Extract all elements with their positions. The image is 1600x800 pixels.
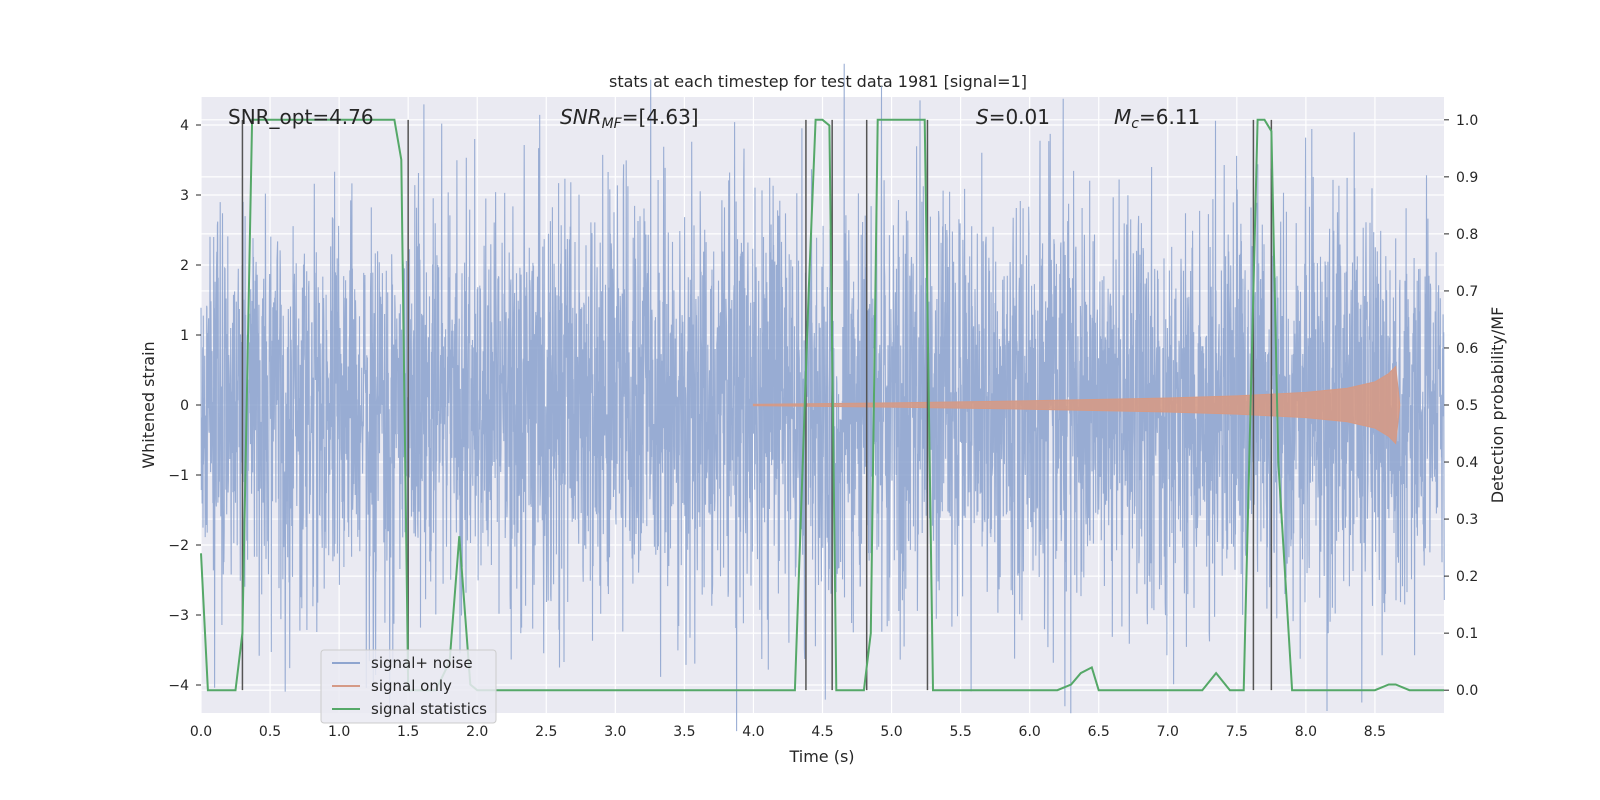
chart-title: stats at each timestep for test data 198… <box>609 72 1027 91</box>
y-left-tick-label: 3 <box>180 188 189 204</box>
y-right-tick-label: 0.6 <box>1456 341 1478 357</box>
x-tick-label: 2.0 <box>466 724 488 740</box>
x-tick-label: 3.5 <box>673 724 695 740</box>
y-right-tick-label: 0.9 <box>1456 170 1478 186</box>
y-right-tick-label: 0.3 <box>1456 512 1478 528</box>
x-tick-label: 8.0 <box>1295 724 1317 740</box>
signal-statistics-series <box>200 118 1444 692</box>
legend-box <box>320 649 497 724</box>
y-right-axis-ticks: 0.0 0.1 0.2 0.3 0.4 0.5 0.6 0.7 0.8 0.9 1.0 <box>1444 113 1478 699</box>
x-axis-label: Time (s) <box>788 747 854 766</box>
y-left-tick-label: −4 <box>168 678 189 694</box>
legend-label-signal-only: signal only <box>371 677 452 695</box>
y-right-tick-label: 0.5 <box>1456 398 1478 414</box>
x-tick-label: 3.0 <box>604 724 626 740</box>
legend-label-signal-statistics: signal statistics <box>371 700 487 718</box>
x-tick-label: 0.5 <box>259 724 281 740</box>
snr-mf-value: =[4.63] <box>622 105 699 129</box>
x-tick-label: 6.0 <box>1019 724 1041 740</box>
x-tick-label: 6.5 <box>1088 724 1110 740</box>
mc-sub: c <box>1131 116 1139 132</box>
y-left-tick-label: 2 <box>180 258 189 274</box>
s-value: =0.01 <box>989 105 1050 129</box>
y-right-tick-label: 0.8 <box>1456 227 1478 243</box>
legend: signal+ noise signal only signal statist… <box>320 649 497 724</box>
y-right-tick-label: 0.0 <box>1456 683 1478 699</box>
x-axis-ticks: 0.0 0.5 1.0 1.5 2.0 2.5 3.0 3.5 4.0 4.5 5.0 5.5 6.0 6… <box>190 724 1386 740</box>
y-left-tick-label: 0 <box>180 398 189 414</box>
annotation-s: S=0.01 <box>976 105 1050 129</box>
y-right-tick-label: 1.0 <box>1456 113 1478 129</box>
y-right-tick-label: 0.7 <box>1456 284 1478 300</box>
y-left-tick-label: −1 <box>168 468 189 484</box>
y-right-tick-label: 0.2 <box>1456 569 1478 585</box>
x-tick-label: 4.5 <box>811 724 833 740</box>
mc-base: M <box>1114 105 1131 129</box>
s-symbol: S <box>976 105 989 129</box>
y-right-tick-label: 0.4 <box>1456 455 1478 471</box>
x-tick-label: 2.5 <box>535 724 557 740</box>
x-tick-label: 8.5 <box>1364 724 1386 740</box>
x-tick-label: 1.5 <box>397 724 419 740</box>
snr-mf-base: SNR <box>560 105 602 129</box>
signal-only-envelope <box>752 365 1401 445</box>
y-left-tick-label: −3 <box>168 608 189 624</box>
x-tick-label: 7.0 <box>1157 724 1179 740</box>
x-tick-label: 4.0 <box>742 724 764 740</box>
x-tick-label: 5.5 <box>949 724 971 740</box>
x-tick-label: 5.0 <box>880 724 902 740</box>
y-right-tick-label: 0.1 <box>1456 626 1478 642</box>
mc-value: =6.11 <box>1139 105 1200 129</box>
annotation-snr-mf: SNRMF=[4.63] <box>560 105 699 132</box>
signal-only-series <box>752 365 1401 445</box>
y-left-tick-label: 4 <box>180 118 189 134</box>
y-right-axis-label: Detection probability/MF <box>1488 307 1507 504</box>
y-left-tick-label: −2 <box>168 538 189 554</box>
x-tick-label: 0.0 <box>190 724 212 740</box>
legend-label-signal-noise: signal+ noise <box>371 654 473 672</box>
signal-statistics-line <box>200 118 1444 692</box>
snr-mf-sub: MF <box>602 116 623 132</box>
y-left-tick-label: 1 <box>180 328 189 344</box>
annotation-mc: Mc=6.11 <box>1114 105 1200 132</box>
annotation-snr-opt: SNR_opt=4.76 <box>228 105 374 129</box>
y-left-axis-ticks: −4 −3 −2 −1 0 1 2 3 4 <box>168 118 201 694</box>
y-left-axis-label: Whitened strain <box>139 341 158 468</box>
x-tick-label: 1.0 <box>328 724 350 740</box>
x-tick-label: 7.5 <box>1226 724 1248 740</box>
